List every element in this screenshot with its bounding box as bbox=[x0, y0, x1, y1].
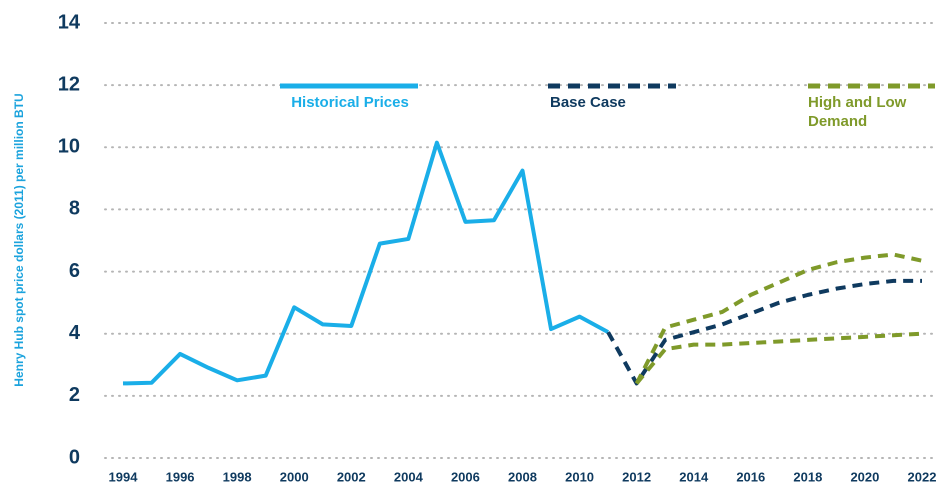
y-tick-label: 0 bbox=[69, 446, 80, 468]
series-line bbox=[122, 140, 610, 386]
x-tick-label: 2010 bbox=[565, 469, 594, 484]
series-line bbox=[634, 252, 923, 385]
y-tick-label: 8 bbox=[69, 198, 80, 220]
y-tick-label: 10 bbox=[58, 136, 80, 158]
y-tick-label: 6 bbox=[69, 260, 80, 282]
x-tick-label: 2018 bbox=[793, 469, 822, 484]
x-tick-label: 2012 bbox=[622, 469, 651, 484]
legend-label: Historical Prices bbox=[291, 94, 409, 111]
legend-label: Base Case bbox=[550, 94, 626, 111]
series-line bbox=[606, 278, 922, 386]
x-tick-label: 2006 bbox=[451, 469, 480, 484]
x-tick-label: 1996 bbox=[166, 469, 195, 484]
x-tick-label: 2002 bbox=[337, 469, 366, 484]
series-line bbox=[635, 331, 923, 385]
legend-label: High and Low Demand bbox=[808, 94, 907, 130]
x-tick-label: 1998 bbox=[223, 469, 252, 484]
x-tick-label: 2022 bbox=[908, 469, 937, 484]
y-axis-label: Henry Hub spot price dollars (2011) per … bbox=[12, 93, 26, 386]
x-tick-label: 1994 bbox=[109, 469, 139, 484]
x-tick-label: 2008 bbox=[508, 469, 537, 484]
x-tick-label: 2004 bbox=[394, 469, 424, 484]
y-tick-label: 2 bbox=[69, 384, 80, 406]
x-tick-label: 2020 bbox=[850, 469, 879, 484]
x-tick-label: 2000 bbox=[280, 469, 309, 484]
x-tick-label: 2016 bbox=[736, 469, 765, 484]
x-tick-label: 2014 bbox=[679, 469, 709, 484]
y-tick-label: 12 bbox=[58, 73, 80, 95]
y-tick-label: 4 bbox=[69, 322, 81, 344]
y-tick-label: 14 bbox=[58, 11, 81, 33]
